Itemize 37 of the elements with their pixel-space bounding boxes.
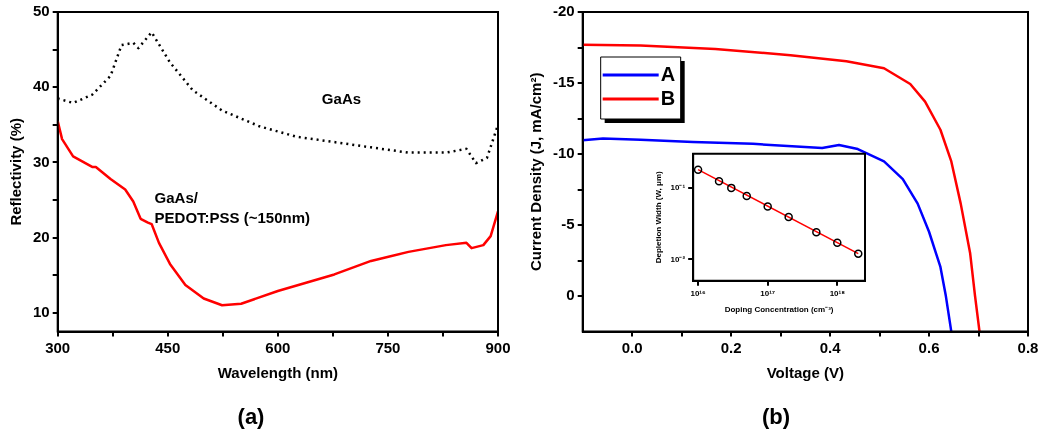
text: (a): [237, 403, 265, 429]
y-tick-label: -20: [552, 2, 575, 20]
y-tick-label: 10: [33, 302, 50, 320]
y-tick-label: 20: [33, 227, 50, 245]
x-tick-label: 600: [265, 338, 291, 356]
y-tick-label: -5: [561, 215, 575, 233]
legend-label: B: [660, 86, 676, 109]
y-tick-label: 10⁻²: [670, 254, 686, 264]
x-axis-title: Doping Concentration (cm⁻³): [724, 305, 834, 315]
x-tick-label: 0.8: [1017, 338, 1039, 356]
y-axis-title: Depletion Width (W, μm): [654, 171, 663, 264]
series-label: GaAs/ PEDOT:PSS (~150nm): [154, 188, 311, 226]
y-tick-label: 50: [33, 2, 50, 20]
x-tick-label: 0.6: [918, 338, 940, 356]
y-tick-label: -15: [552, 73, 575, 91]
y-axis-title: Reflectivity (%): [7, 118, 25, 226]
y-axis-title: Current Density (J, mA/cm²): [527, 72, 545, 271]
y-tick-label: 40: [33, 77, 50, 95]
x-tick-label: 10¹⁸: [829, 288, 846, 298]
x-tick-label: 0.0: [621, 338, 643, 356]
x-axis-title: Wavelength (nm): [217, 363, 338, 381]
x-tick-label: 0.4: [819, 338, 842, 356]
y-tick-label: 0: [566, 286, 575, 304]
x-tick-label: 450: [155, 338, 181, 356]
y-tick-label: 10⁻¹: [670, 183, 686, 193]
y-tick-label: -10: [552, 144, 575, 162]
text: (b): [761, 403, 791, 429]
x-tick-label: 0.2: [720, 338, 742, 356]
x-tick-label: 900: [485, 338, 511, 356]
text: GaAs: [321, 89, 362, 107]
legend-label: A: [660, 62, 676, 85]
y-tick-label: 30: [33, 152, 50, 170]
x-axis-title: Voltage (V): [766, 363, 844, 381]
x-tick-label: 10¹⁶: [690, 288, 707, 298]
x-tick-label: 10¹⁷: [760, 288, 776, 298]
x-tick-label: 300: [45, 338, 71, 356]
x-tick-label: 750: [375, 338, 401, 356]
